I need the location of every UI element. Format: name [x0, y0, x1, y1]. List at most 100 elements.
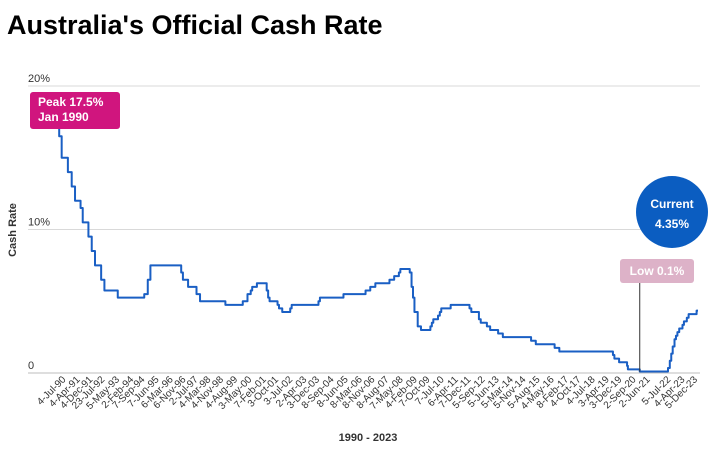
data-point [342, 293, 344, 295]
data-point [671, 345, 673, 347]
y-axis-title: Cash Rate [7, 203, 19, 257]
data-point [319, 296, 321, 298]
data-point [440, 307, 442, 309]
data-point [449, 304, 451, 306]
data-point [94, 264, 96, 266]
data-point [553, 347, 555, 349]
data-point [627, 368, 629, 370]
data-point [276, 304, 278, 306]
peak-callout-line-2: Jan 1990 [38, 110, 89, 124]
data-point [117, 296, 119, 298]
data-point [60, 157, 62, 159]
x-axis-ticks: 4-Jul-904-Apr-914-Dec-9123-Jul-925-May-9… [35, 374, 700, 412]
data-point [180, 271, 182, 273]
y-tick-label: 0 [28, 360, 34, 372]
data-point [675, 334, 677, 336]
data-point [82, 221, 84, 223]
data-point [242, 300, 244, 302]
data-point [613, 357, 615, 359]
data-point [530, 340, 532, 342]
data-point [480, 322, 482, 324]
data-point [437, 314, 439, 316]
data-point [67, 171, 69, 173]
data-point [251, 286, 253, 288]
data-point [497, 332, 499, 334]
data-point [398, 271, 400, 273]
data-point [412, 296, 414, 298]
data-point [374, 282, 376, 284]
peak-callout-line-1: Peak 17.5% [38, 95, 104, 109]
data-point [429, 325, 431, 327]
data-point [147, 279, 149, 281]
y-tick-label: 20% [28, 73, 50, 85]
peak-callout-box [30, 92, 120, 129]
data-point [669, 360, 671, 362]
data-point [246, 293, 248, 295]
data-point [250, 289, 252, 291]
data-point [489, 329, 491, 331]
data-point [74, 200, 76, 202]
data-point [683, 320, 685, 322]
data-point [432, 318, 434, 320]
data-point [388, 279, 390, 281]
data-point [199, 300, 201, 302]
data-point [681, 324, 683, 326]
data-point [289, 307, 291, 309]
data-point [420, 329, 422, 331]
data-point [187, 286, 189, 288]
data-point [58, 135, 60, 137]
data-point [502, 336, 504, 338]
chart-title: Australia's Official Cash Rate [7, 10, 383, 40]
data-point [268, 300, 270, 302]
current-callout-circle [636, 176, 708, 248]
data-point [393, 275, 395, 277]
data-point [409, 271, 411, 273]
data-point [256, 282, 258, 284]
data-point [558, 350, 560, 352]
data-point [265, 289, 267, 291]
data-point [417, 325, 419, 327]
cash-rate-line [58, 120, 698, 373]
data-point [100, 279, 102, 281]
data-point [410, 286, 412, 288]
data-point [468, 307, 470, 309]
data-point [626, 365, 628, 367]
data-point [182, 279, 184, 281]
low-callout-label: Low 0.1% [630, 264, 685, 278]
series-layer [58, 120, 698, 373]
data-point [290, 304, 292, 306]
data-point [281, 311, 283, 313]
y-axis-ticks: 20% 10% 0 [28, 73, 50, 372]
data-point [413, 311, 415, 313]
data-point [143, 293, 145, 295]
data-point [486, 325, 488, 327]
data-point [612, 354, 614, 356]
current-callout-line-2: 4.35% [655, 217, 689, 231]
data-point [267, 296, 269, 298]
data-point [224, 304, 226, 306]
x-axis-title: 1990 - 2023 [339, 432, 398, 444]
annotations: Peak 17.5%Jan 1990 Low 0.1% Current 4.35% [30, 92, 708, 372]
data-point [369, 286, 371, 288]
data-point [91, 250, 93, 252]
data-point [71, 185, 73, 187]
data-point [103, 289, 105, 291]
data-point [278, 307, 280, 309]
data-point [535, 343, 537, 345]
data-point [686, 317, 688, 319]
data-point [618, 361, 620, 363]
low-callout-box [620, 259, 694, 283]
data-point [79, 207, 81, 209]
current-callout-line-1: Current [650, 197, 693, 211]
gridlines [28, 85, 700, 374]
data-point [470, 311, 472, 313]
data-point [364, 289, 366, 291]
data-point [670, 352, 672, 354]
data-point [87, 235, 89, 237]
data-point [673, 338, 675, 340]
data-point [431, 322, 433, 324]
data-point [676, 331, 678, 333]
data-point [439, 311, 441, 313]
data-point [317, 300, 319, 302]
data-point [687, 313, 689, 315]
